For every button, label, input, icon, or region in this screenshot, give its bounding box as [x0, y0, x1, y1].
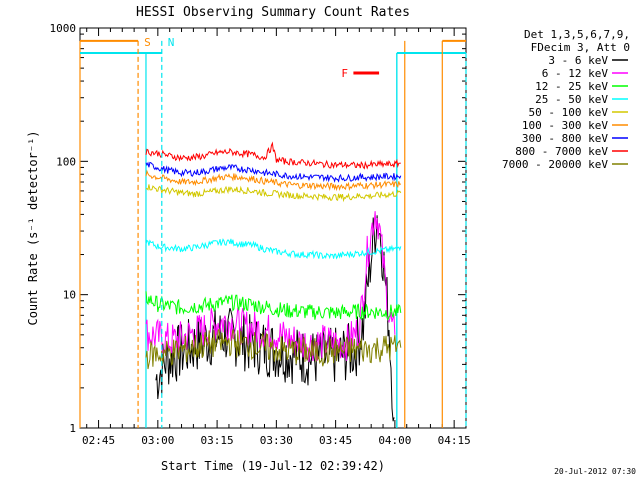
legend-entry-label: 800 - 7000 keV	[515, 145, 608, 158]
legend-entry-label: 7000 - 20000 keV	[502, 158, 608, 171]
series-line	[145, 238, 402, 260]
y-axis-ticks: 1 10 100 1000	[50, 22, 466, 435]
attenuator-bands	[79, 39, 467, 428]
data-series	[145, 141, 402, 422]
legend: Det 1,3,5,6,7,9,FDecim 3, Att 03 - 6 keV…	[502, 28, 630, 171]
legend-entry-label: 50 - 100 keV	[529, 106, 609, 119]
legend-entry-label: 6 - 12 keV	[542, 67, 609, 80]
y-tick-label: 1000	[50, 22, 77, 35]
series-line	[145, 291, 402, 321]
legend-header-line: Det 1,3,5,6,7,9,	[524, 28, 630, 41]
legend-entry-label: 12 - 25 keV	[535, 80, 608, 93]
series-line	[155, 215, 395, 422]
series-line	[145, 328, 402, 370]
x-axis-label: Start Time (19-Jul-12 02:39:42)	[161, 459, 385, 473]
y-tick-label: 100	[56, 155, 76, 168]
series-line	[145, 161, 402, 183]
legend-entry-label: 25 - 50 keV	[535, 93, 608, 106]
legend-header-line: FDecim 3, Att 0	[531, 41, 630, 54]
x-tick-label: 04:00	[378, 434, 411, 447]
x-tick-label: 03:15	[201, 434, 234, 447]
footer-date: 20-Jul-2012 07:30	[554, 467, 636, 476]
x-tick-label: 03:45	[319, 434, 352, 447]
x-tick-label: 03:00	[141, 434, 174, 447]
legend-entry-label: 300 - 800 keV	[522, 132, 608, 145]
series-line	[145, 141, 401, 170]
y-tick-label: 10	[63, 289, 76, 302]
flag-marker-label: N	[168, 36, 175, 49]
y-axis-label: Count Rate (s⁻¹ detector⁻¹)	[26, 130, 40, 325]
series-line	[145, 169, 402, 192]
flag-markers: S N F	[137, 36, 380, 428]
chart-title: HESSI Observing Summary Count Rates	[136, 5, 410, 20]
x-tick-label: 02:45	[82, 434, 115, 447]
y-tick-label: 1	[69, 422, 76, 435]
x-axis-ticks: 02:45 03:00 03:15 03:30 03:45 04:00 04:15	[82, 28, 471, 447]
flag-marker-label: S	[144, 36, 151, 49]
flare-flag-label: F	[341, 67, 348, 80]
x-tick-label: 03:30	[260, 434, 293, 447]
x-tick-label: 04:15	[438, 434, 471, 447]
legend-entry-label: 100 - 300 keV	[522, 119, 608, 132]
legend-entry-label: 3 - 6 keV	[548, 54, 608, 67]
series-line	[145, 184, 402, 203]
series-line	[145, 211, 396, 362]
